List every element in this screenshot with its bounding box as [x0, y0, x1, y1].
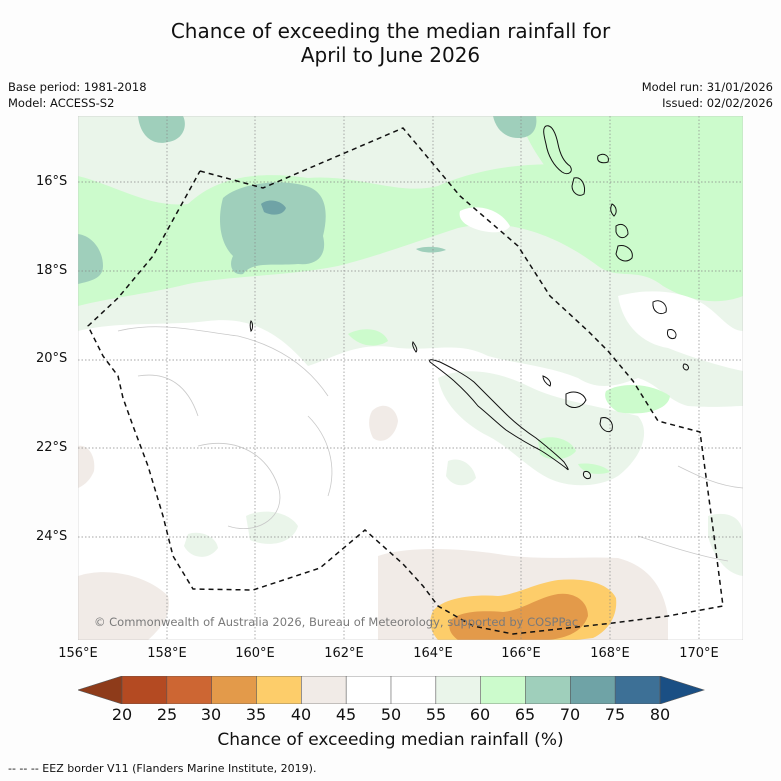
region-60pct-patch-c: [246, 511, 298, 544]
coastline-espiritu-santo: [543, 125, 572, 175]
lat-label-24s: 24°S: [36, 529, 68, 544]
coastline-pentecost: [597, 153, 609, 164]
title-line-2: April to June 2026: [300, 43, 481, 67]
colorbar-seg-20-25: [122, 676, 167, 704]
region-65pct-patch-d: [348, 329, 388, 346]
colorbar-dividers: [121, 676, 661, 704]
region-45pct-center: [369, 405, 398, 441]
colorbar-tick-45: 45: [335, 705, 357, 724]
region-70pct-west: [78, 234, 103, 284]
lat-label-20s: 20°S: [36, 351, 68, 366]
coastline-efate: [615, 223, 629, 239]
lat-label-18s: 18°S: [36, 263, 68, 278]
region-70pct-topleft: [138, 116, 185, 143]
colorbar-seg-65-70: [525, 676, 571, 704]
info-right: Model run: 31/01/2026 Issued: 02/02/2026: [642, 79, 773, 111]
base-period-text: Base period: 1981-2018: [8, 80, 147, 94]
region-45pct-southwest: [78, 572, 169, 640]
colorbar-arrow-high: [659, 676, 705, 704]
lon-label-166e: 166°E: [501, 646, 541, 661]
region-50pct-north-patch: [459, 207, 510, 233]
colorbar-seg-75-80: [615, 676, 660, 704]
region-60pct-top: [78, 116, 518, 181]
colorbar-tick-65: 65: [514, 705, 536, 724]
coastline-small-isle: [682, 363, 689, 371]
colorbar-seg-35-40: [256, 676, 302, 704]
lon-label-158e: 158°E: [147, 646, 187, 661]
lat-label-22s: 22°S: [36, 440, 68, 455]
copyright-text: © Commonwealth of Australia 2026, Bureau…: [94, 615, 578, 629]
colorbar-tick-60: 60: [469, 705, 491, 724]
coastline-tanna: [652, 300, 667, 315]
colorbar-tick-55: 55: [425, 705, 447, 724]
colorbar-seg-55-60: [435, 676, 481, 704]
colorbar-tick-20: 20: [111, 705, 133, 724]
region-70pct-center: [220, 182, 326, 275]
colorbar-title: Chance of exceeding median rainfall (%): [217, 730, 564, 750]
colorbar-seg-45-50: [346, 676, 391, 704]
colorbar-tick-75: 75: [604, 705, 626, 724]
region-65pct-northeast: [518, 116, 743, 296]
model-text: Model: ACCESS-S2: [8, 96, 115, 110]
coastline-malekula: [571, 177, 585, 196]
coastline-new-caledonia: [429, 359, 569, 471]
colorbar-tick-40: 40: [290, 705, 312, 724]
coastline-ambrym: [610, 203, 617, 217]
lon-label-170e: 170°E: [679, 646, 719, 661]
chart-title: Chance of exceeding the median rainfall …: [0, 19, 781, 67]
colorbar-seg-40-45: [301, 676, 347, 704]
contour-lines: [117, 326, 743, 562]
coastline-loyalty-maré: [565, 391, 587, 408]
colorbar-arrow-low: [78, 676, 123, 704]
title-line-1: Chance of exceeding the median rainfall …: [170, 19, 611, 43]
colorbar-tick-80: 80: [649, 705, 671, 724]
lon-label-162e: 162°E: [324, 646, 364, 661]
region-70pct-topright: [493, 116, 537, 138]
lon-label-156e: 156°E: [58, 646, 98, 661]
lat-label-16s: 16°S: [36, 174, 68, 189]
coastline-erromango: [615, 245, 633, 262]
region-60pct-patch-b: [708, 513, 743, 576]
model-run-text: Model run: 31/01/2026: [641, 80, 773, 94]
graticule: [78, 116, 743, 640]
lon-label-160e: 160°E: [235, 646, 275, 661]
coastline-isle-of-pines: [583, 471, 591, 479]
region-60pct-patch-e: [446, 459, 476, 486]
colorbar-tick-50: 50: [380, 705, 402, 724]
coastline-chesterfield: [249, 320, 253, 332]
region-50pct-east: [618, 291, 743, 371]
coastline-loyalty-lifou: [599, 417, 613, 433]
region-35pct: [449, 593, 588, 640]
colorbar-tick-30: 30: [200, 705, 222, 724]
region-60pct-patch-d: [184, 532, 218, 557]
region-60pct-patch-a: [438, 371, 645, 486]
colorbar-seg-30-35: [211, 676, 257, 704]
issued-text: Issued: 02/02/2026: [662, 96, 773, 110]
lon-label-164e: 164°E: [413, 646, 453, 661]
info-left: Base period: 1981-2018 Model: ACCESS-S2: [8, 79, 147, 111]
colorbar-seg-50-55: [390, 676, 436, 704]
region-65pct-patch-b: [538, 437, 576, 460]
colorbar-tick-35: 35: [245, 705, 267, 724]
region-65pct-patch-a: [605, 384, 670, 414]
region-70pct-small: [416, 246, 446, 253]
region-45pct-west: [78, 445, 95, 488]
colorbar-seg-25-30: [166, 676, 212, 704]
region-75pct-spot: [261, 200, 286, 215]
coastline-aneityum: [667, 329, 677, 339]
coastline-loyalty-ouvea: [542, 375, 551, 387]
colorbar-tick-70: 70: [559, 705, 581, 724]
lon-label-168e: 168°E: [590, 646, 630, 661]
eez-border: [87, 127, 724, 635]
coastline-belep: [412, 341, 418, 353]
rainfall-map: © Commonwealth of Australia 2026, Bureau…: [78, 116, 743, 640]
colorbar-seg-60-65: [480, 676, 526, 704]
eez-legend: -- -- -- EEZ border V11 (Flanders Marine…: [8, 762, 317, 775]
colorbar: [78, 676, 705, 704]
colorbar-tick-25: 25: [156, 705, 178, 724]
colorbar-seg-70-75: [570, 676, 616, 704]
